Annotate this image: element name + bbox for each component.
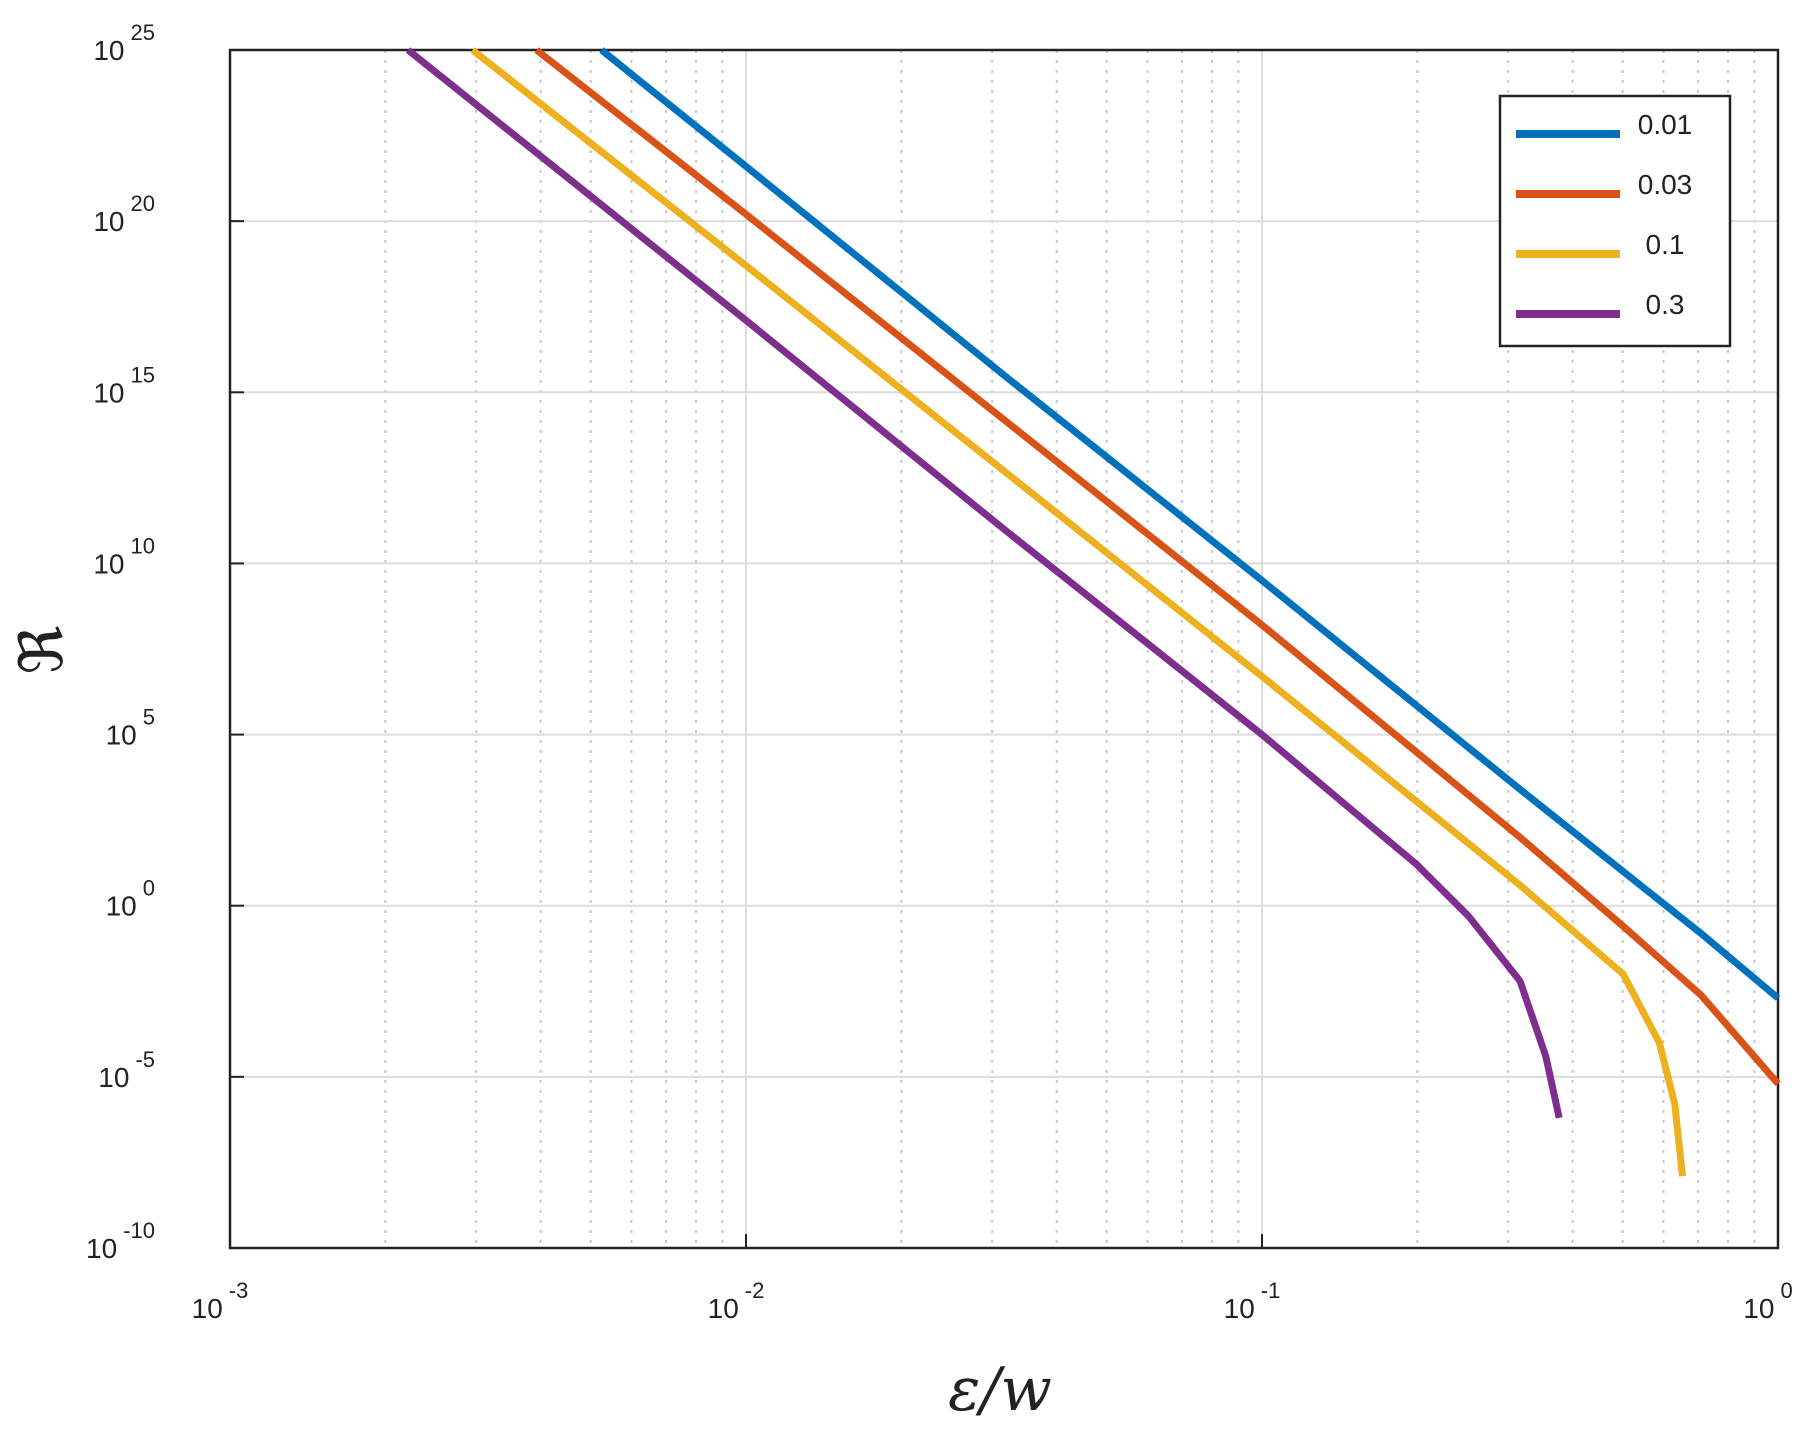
y-tick-exponent: 15 bbox=[131, 362, 155, 387]
x-tick-base: 10 bbox=[708, 1293, 739, 1324]
x-tick-base: 10 bbox=[1743, 1293, 1774, 1324]
y-tick-base: 10 bbox=[93, 377, 124, 408]
y-tick-base: 10 bbox=[86, 1233, 117, 1264]
plot-frame bbox=[228, 48, 1780, 1250]
y-tick-base: 10 bbox=[93, 206, 124, 237]
y-tick-label: 100 bbox=[106, 876, 155, 922]
x-tick-label: 100 bbox=[1743, 1278, 1792, 1324]
series-line bbox=[599, 47, 1781, 1001]
y-tick-base: 10 bbox=[106, 720, 137, 751]
x-axis-label: ε/w bbox=[948, 1355, 1052, 1425]
x-tick-label: 10-3 bbox=[192, 1278, 249, 1324]
x-tick-label: 10-2 bbox=[708, 1278, 765, 1324]
y-tick-base: 10 bbox=[98, 1062, 129, 1093]
y-tick-label: 10 10 bbox=[93, 533, 155, 579]
y-tick-label: 105 bbox=[106, 705, 155, 751]
y-tick-exponent: 10 bbox=[131, 533, 155, 558]
x-tick-exponent: 0 bbox=[1780, 1278, 1792, 1303]
y-tick-exponent: 20 bbox=[131, 191, 155, 216]
y-tick-base: 10 bbox=[93, 35, 124, 66]
y-tick-label: 10-10 bbox=[86, 1218, 155, 1264]
series-line bbox=[470, 47, 1686, 1177]
y-tick-label: 10 20 bbox=[93, 191, 155, 237]
x-tick-exponent: -1 bbox=[1261, 1278, 1281, 1303]
series-line bbox=[534, 47, 1781, 1086]
legend-label: 0.3 bbox=[1646, 289, 1685, 320]
y-tick-label: 10-5 bbox=[98, 1047, 155, 1093]
y-tick-exponent: 25 bbox=[131, 20, 155, 45]
legend-label: 0.03 bbox=[1638, 169, 1693, 200]
legend-label: 0.01 bbox=[1638, 109, 1693, 140]
y-tick-base: 10 bbox=[93, 548, 124, 579]
y-tick-label: 10 25 bbox=[93, 20, 155, 66]
x-tick-exponent: -3 bbox=[229, 1278, 249, 1303]
y-axis-label: ℜ bbox=[7, 625, 77, 674]
x-tick-base: 10 bbox=[1224, 1293, 1255, 1324]
y-tick-exponent: 0 bbox=[143, 876, 155, 901]
y-tick-exponent: -10 bbox=[123, 1218, 155, 1243]
x-tick-label: 10-1 bbox=[1224, 1278, 1281, 1324]
y-tick-label: 10 15 bbox=[93, 362, 155, 408]
y-tick-exponent: -5 bbox=[135, 1047, 155, 1072]
series-line bbox=[405, 47, 1563, 1119]
x-tick-exponent: -2 bbox=[745, 1278, 765, 1303]
legend-label: 0.1 bbox=[1646, 229, 1685, 260]
x-tick-base: 10 bbox=[192, 1293, 223, 1324]
y-tick-exponent: 5 bbox=[143, 705, 155, 730]
y-tick-base: 10 bbox=[106, 891, 137, 922]
